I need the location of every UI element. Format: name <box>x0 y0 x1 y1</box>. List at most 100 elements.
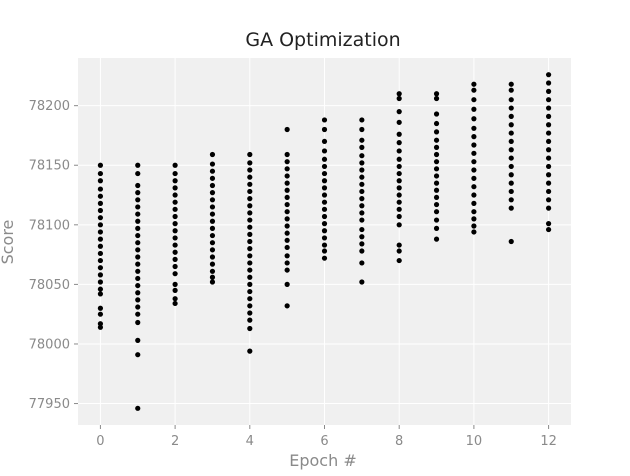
scatter-point <box>396 178 402 184</box>
scatter-point <box>97 207 104 214</box>
scatter-point <box>247 231 253 237</box>
scatter-point <box>172 249 178 255</box>
scatter-point <box>508 105 514 111</box>
scatter-point <box>135 282 141 289</box>
scatter-point <box>172 281 178 287</box>
scatter-point <box>209 232 216 239</box>
scatter-point <box>359 117 365 123</box>
scatter-point <box>97 279 104 285</box>
scatter-point <box>135 162 141 168</box>
x-tick-label: 8 <box>395 434 403 449</box>
scatter-point <box>247 196 253 202</box>
scatter-point <box>508 81 514 87</box>
scatter-point <box>433 194 440 201</box>
scatter-point <box>97 193 104 199</box>
scatter-point <box>471 106 477 112</box>
scatter-point <box>247 203 253 209</box>
scatter-point <box>545 72 552 78</box>
scatter-point <box>471 192 477 198</box>
scatter-point <box>433 129 440 135</box>
scatter-point <box>359 241 365 247</box>
scatter-point <box>284 151 290 158</box>
scatter-point <box>135 337 141 343</box>
scatter-point <box>97 178 104 184</box>
x-tick-label: 0 <box>96 434 104 449</box>
scatter-point <box>135 218 141 224</box>
scatter-point <box>209 268 216 274</box>
scatter-point <box>545 197 552 203</box>
scatter-point <box>545 97 552 103</box>
scatter-point <box>97 286 104 292</box>
scatter-point <box>471 200 477 206</box>
scatter-point <box>284 166 290 172</box>
scatter-point <box>396 109 402 115</box>
scatter-point <box>321 228 328 234</box>
scatter-point <box>359 279 365 285</box>
scatter-point <box>172 199 178 205</box>
scatter-point <box>284 230 290 236</box>
scatter-point <box>396 163 402 170</box>
scatter-point <box>172 162 178 168</box>
scatter-point <box>97 222 104 228</box>
x-tick-label: 6 <box>320 434 328 449</box>
scatter-point <box>209 254 216 260</box>
scatter-point <box>247 210 253 216</box>
scatter-point <box>396 248 402 254</box>
scatter-point <box>396 95 402 102</box>
scatter-point <box>97 265 104 271</box>
scatter-point <box>172 192 178 198</box>
scatter-point <box>545 122 552 128</box>
y-tick-label: 78000 <box>29 337 70 352</box>
scatter-point <box>135 275 141 282</box>
scatter-point <box>97 291 104 297</box>
data-points <box>97 72 552 411</box>
scatter-point <box>545 105 552 111</box>
scatter-point <box>471 97 477 103</box>
scatter-point <box>135 170 141 177</box>
scatter-point <box>321 178 328 184</box>
scatter-point <box>545 155 552 161</box>
scatter-point <box>396 170 402 177</box>
scatter-point <box>209 261 216 267</box>
scatter-point <box>396 185 402 191</box>
scatter-point <box>135 319 141 326</box>
scatter-point <box>284 201 290 208</box>
scatter-point <box>359 226 365 233</box>
scatter-point <box>135 304 141 310</box>
y-tick-label: 78100 <box>29 218 70 233</box>
scatter-point <box>135 268 141 274</box>
scatter-point <box>97 162 104 168</box>
scatter-point <box>359 174 365 180</box>
scatter-point <box>209 218 216 224</box>
scatter-point <box>321 126 328 133</box>
scatter-point <box>284 173 290 179</box>
scatter-point <box>97 311 104 317</box>
scatter-point <box>396 140 402 146</box>
scatter-point <box>508 138 514 145</box>
scatter-point <box>321 185 328 191</box>
scatter-point <box>321 148 328 154</box>
scatter-point <box>508 188 514 195</box>
scatter-point <box>396 199 402 205</box>
scatter-point <box>321 248 328 254</box>
scatter-point <box>97 186 104 192</box>
scatter-point <box>172 296 178 302</box>
scatter-point <box>359 188 365 195</box>
scatter-point <box>359 260 365 266</box>
scatter-point <box>97 243 104 249</box>
scatter-point <box>321 213 328 220</box>
scatter-point <box>471 125 477 131</box>
scatter-point <box>321 138 328 145</box>
scatter-point <box>284 216 290 222</box>
scatter-point <box>172 170 178 177</box>
scatter-point <box>209 211 216 217</box>
scatter-point <box>321 170 328 177</box>
scatter-point <box>433 91 440 97</box>
scatter-point <box>284 194 290 201</box>
scatter-point <box>471 87 477 93</box>
scatter-point <box>97 229 104 235</box>
scatter-point <box>396 119 402 125</box>
scatter-point <box>135 197 141 203</box>
scatter-point <box>97 305 104 311</box>
scatter-point <box>471 223 477 229</box>
